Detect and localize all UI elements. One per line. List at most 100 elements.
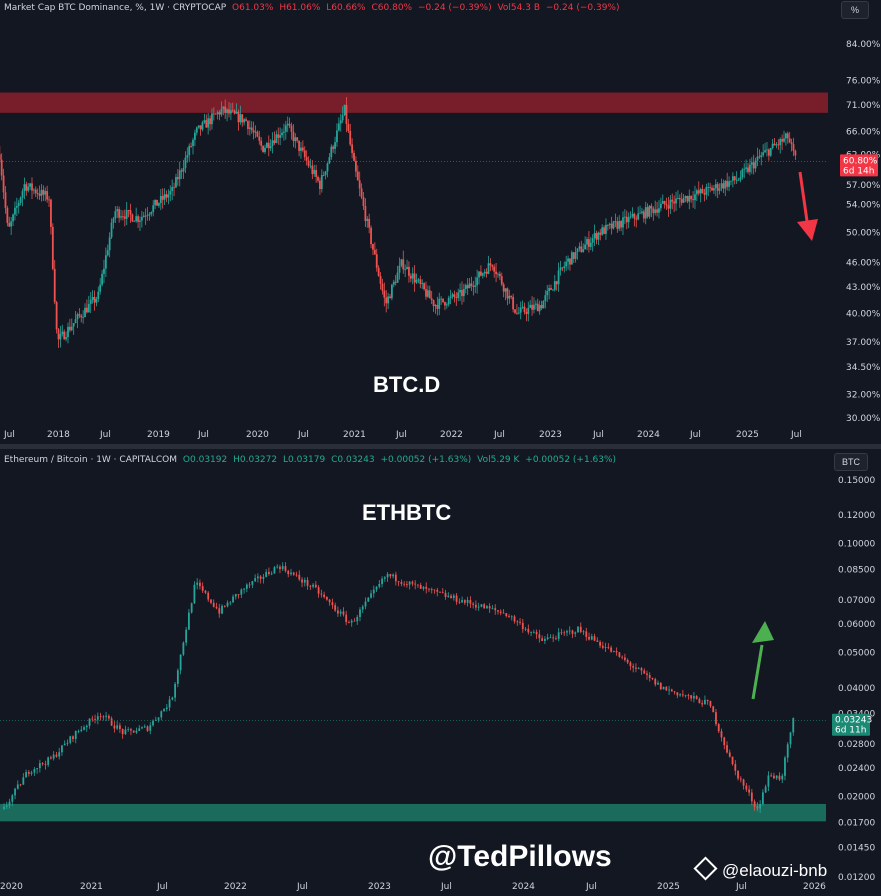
price-axis-label: 37.00% <box>846 338 881 348</box>
candle <box>260 140 263 146</box>
candle <box>408 581 411 585</box>
candle <box>560 632 563 634</box>
candle <box>175 176 177 188</box>
candle <box>538 305 541 312</box>
candle <box>430 588 433 590</box>
candle <box>413 273 416 283</box>
candle <box>764 150 766 153</box>
candle <box>504 288 507 292</box>
price-axis-label: 76.00% <box>846 76 881 86</box>
candle <box>334 142 336 149</box>
ethbtc-chart-panel[interactable]: 0.15000 0.12000 0.10000 0.08500 0.07000 0.060… <box>0 449 881 896</box>
candle <box>714 184 717 189</box>
ethbtc-interval[interactable]: 1W <box>96 455 111 465</box>
candle <box>63 331 66 340</box>
btc-scale-button[interactable]: BTC <box>834 453 868 471</box>
candle <box>269 146 272 149</box>
candle <box>193 584 196 604</box>
candle <box>78 314 81 316</box>
candle <box>389 296 391 299</box>
candle <box>394 574 397 582</box>
btcd-interval[interactable]: 1W <box>149 3 165 13</box>
candle <box>582 631 585 633</box>
price-axis-label: 0.02000 <box>838 793 875 803</box>
candle <box>502 284 505 292</box>
candle <box>550 288 552 290</box>
ethbtc-open: O0.03192 <box>182 455 228 465</box>
candle <box>739 778 742 780</box>
candle <box>262 576 265 579</box>
candle <box>339 120 342 124</box>
candle <box>499 611 502 613</box>
ethbtc-chart-svg[interactable]: 0.15000 0.12000 0.10000 0.08500 0.07000 0.060… <box>0 449 881 896</box>
candle <box>41 763 44 765</box>
candle <box>193 132 196 140</box>
candle <box>221 605 223 614</box>
candle <box>715 712 717 725</box>
pane-divider[interactable] <box>0 444 881 449</box>
candle <box>138 728 141 731</box>
candle <box>50 199 52 227</box>
btcd-open: O61.03% <box>232 3 274 13</box>
candle <box>48 199 50 201</box>
candle <box>171 187 174 192</box>
candle <box>345 614 348 622</box>
btcd-symbol[interactable]: Market Cap BTC Dominance, % <box>4 3 144 13</box>
candle <box>254 131 257 133</box>
price-axis-label: 0.01200 <box>838 873 875 883</box>
candle <box>84 307 86 318</box>
btcd-chart-panel[interactable]: 84.00%76.00%71.00%66.00%62.00%57.00%54.0… <box>0 0 881 445</box>
btcd-change: −0.24 (−0.39%) <box>417 3 492 13</box>
candle <box>726 745 728 753</box>
candle <box>519 307 522 313</box>
candle <box>743 168 746 170</box>
btcd-chart-svg[interactable]: 84.00%76.00%71.00%66.00%62.00%57.00%54.0… <box>0 0 881 445</box>
percent-scale-button[interactable]: % <box>841 1 869 19</box>
candle <box>8 223 11 227</box>
candle <box>756 156 759 161</box>
candle <box>372 244 374 250</box>
candle <box>665 686 668 691</box>
candle <box>342 611 345 615</box>
candle <box>337 123 340 131</box>
ethbtc-symbol[interactable]: Ethereum / Bitcoin <box>4 455 88 465</box>
candle <box>462 289 465 297</box>
candle <box>654 679 657 685</box>
candle <box>705 187 708 195</box>
candle <box>491 608 494 610</box>
candle <box>80 315 83 318</box>
candle <box>130 729 132 731</box>
time-axis-label: Jul <box>735 882 747 892</box>
candle <box>445 304 448 306</box>
candle <box>383 290 386 298</box>
candle <box>781 775 784 780</box>
price-axis-label: 54.00% <box>846 200 881 210</box>
candle <box>426 290 429 297</box>
candle <box>190 603 193 613</box>
ethbtc-change: +0.00052 (+1.63%) <box>380 455 472 465</box>
ethbtc-exchange: CAPITALCOM <box>119 455 178 465</box>
candle <box>281 132 283 136</box>
candle <box>637 668 640 670</box>
candle <box>625 216 628 223</box>
candle <box>608 223 611 225</box>
candle <box>688 195 691 202</box>
candle <box>137 216 139 222</box>
candle <box>44 191 47 195</box>
time-axis-label: 2021 <box>343 430 366 440</box>
candle <box>38 193 41 196</box>
candle <box>605 224 607 234</box>
candle <box>472 285 475 287</box>
tedpillows-watermark: @TedPillows <box>428 840 612 873</box>
candle <box>8 801 11 806</box>
candle <box>565 261 568 267</box>
candle <box>678 198 681 200</box>
candle <box>201 586 204 591</box>
candle <box>459 290 461 293</box>
candle <box>188 145 191 156</box>
candle <box>228 109 230 114</box>
candle <box>409 275 412 279</box>
candle <box>2 175 5 193</box>
candle <box>40 189 43 196</box>
candle <box>197 125 200 128</box>
